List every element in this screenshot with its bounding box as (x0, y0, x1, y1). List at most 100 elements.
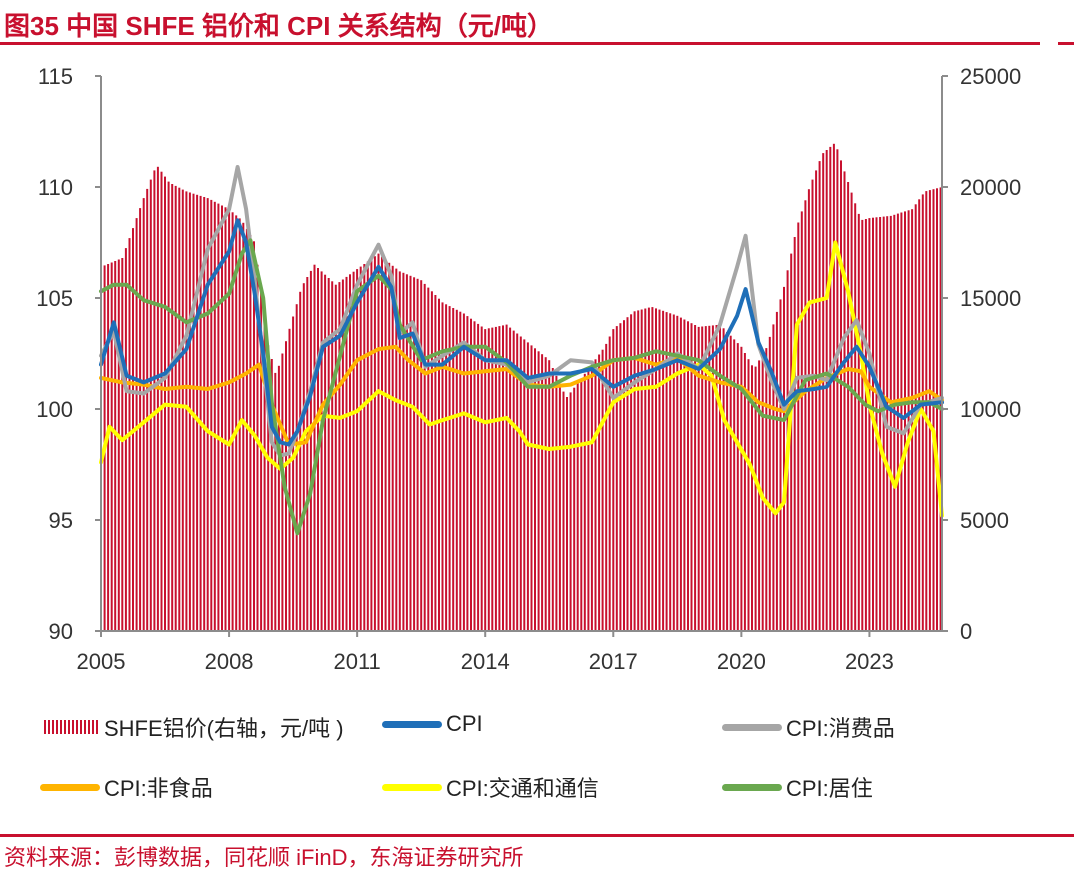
x-tick-label: 2020 (717, 649, 766, 674)
bar (658, 309, 661, 631)
bar (562, 391, 565, 631)
x-tick-label: 2011 (333, 649, 380, 674)
bar (466, 316, 469, 631)
right-tick-label: 25000 (960, 64, 1021, 89)
bar (341, 279, 344, 631)
bar (107, 264, 110, 631)
bar (338, 282, 341, 631)
bar (818, 161, 821, 631)
bar (142, 198, 145, 631)
bar (430, 291, 433, 631)
bar (719, 324, 721, 631)
bar (889, 215, 892, 631)
bar (573, 387, 576, 631)
bar (427, 287, 430, 631)
bar (231, 212, 234, 632)
axes: 90 95 100 105 110 115 0 5000 10000 15000 20000 2500… (36, 64, 1021, 674)
bar (694, 325, 697, 631)
bar (665, 312, 668, 631)
line-series-layer (99, 165, 944, 536)
bar (199, 195, 202, 631)
bar (704, 326, 707, 631)
bar (879, 217, 882, 631)
bar (381, 256, 383, 631)
bar (679, 317, 682, 631)
bar (594, 359, 597, 631)
bar (850, 192, 853, 631)
bar (747, 359, 750, 631)
bar (409, 275, 412, 631)
legend-item-transport: CPI:交通和通信 (382, 771, 599, 803)
bar (217, 203, 220, 631)
bar (384, 259, 387, 631)
bar (669, 313, 672, 631)
bar (601, 349, 604, 631)
bar (470, 318, 472, 631)
legend-item-aluminium: SHFE铝价(右轴，元/吨 ) (44, 711, 344, 743)
bar (156, 166, 159, 632)
bar (775, 311, 778, 631)
right-tick-label: 0 (960, 619, 972, 644)
bar (256, 264, 259, 631)
bar (373, 256, 376, 631)
bar (402, 272, 405, 631)
title-rule-tail (1058, 42, 1074, 45)
bar (302, 283, 305, 631)
bar (203, 197, 206, 631)
bar (405, 274, 408, 631)
legend-swatch-transport (382, 783, 442, 791)
bar (313, 264, 316, 631)
source-rule (0, 834, 1074, 837)
legend-label-nonfood: CPI:非食品 (104, 776, 213, 801)
bar (697, 326, 700, 631)
bar (117, 259, 120, 631)
bar (135, 218, 138, 631)
bar (349, 274, 351, 631)
bar (459, 311, 462, 631)
bar (363, 264, 366, 631)
bar (829, 146, 832, 631)
bar (754, 366, 757, 631)
bar (637, 310, 640, 631)
bar (544, 357, 547, 631)
bar (541, 354, 544, 631)
bar (726, 332, 729, 631)
bar (345, 276, 348, 631)
bar (640, 309, 643, 631)
legend-swatch-housing (722, 783, 782, 791)
bar (388, 262, 391, 631)
bar (398, 271, 401, 631)
bar (701, 326, 704, 631)
bar (626, 317, 629, 631)
legend-label-consumer: CPI:消费品 (786, 716, 895, 741)
bar (242, 222, 245, 632)
bar (213, 201, 216, 632)
bar (847, 182, 850, 631)
bar (882, 216, 885, 631)
bar (494, 326, 497, 631)
legend-swatch-bar (44, 720, 100, 734)
bar (783, 286, 785, 631)
bar (804, 200, 807, 632)
x-tick-label: 2014 (461, 649, 510, 674)
bar (711, 325, 714, 631)
bar (932, 189, 935, 631)
bar (235, 215, 238, 631)
bar (864, 219, 867, 631)
bar (893, 214, 896, 632)
bar (925, 191, 928, 631)
right-tick-label: 10000 (960, 397, 1021, 422)
bar (612, 329, 615, 631)
left-tick-label: 105 (36, 286, 73, 311)
right-tick-label: 5000 (960, 508, 1009, 533)
bar (580, 378, 583, 631)
bar (558, 383, 561, 631)
bar (160, 171, 163, 631)
bar (299, 291, 302, 631)
bar (263, 320, 266, 631)
bar (139, 208, 142, 631)
bar (484, 329, 487, 631)
bar (647, 307, 650, 631)
bar (800, 211, 803, 631)
bar (174, 185, 177, 631)
